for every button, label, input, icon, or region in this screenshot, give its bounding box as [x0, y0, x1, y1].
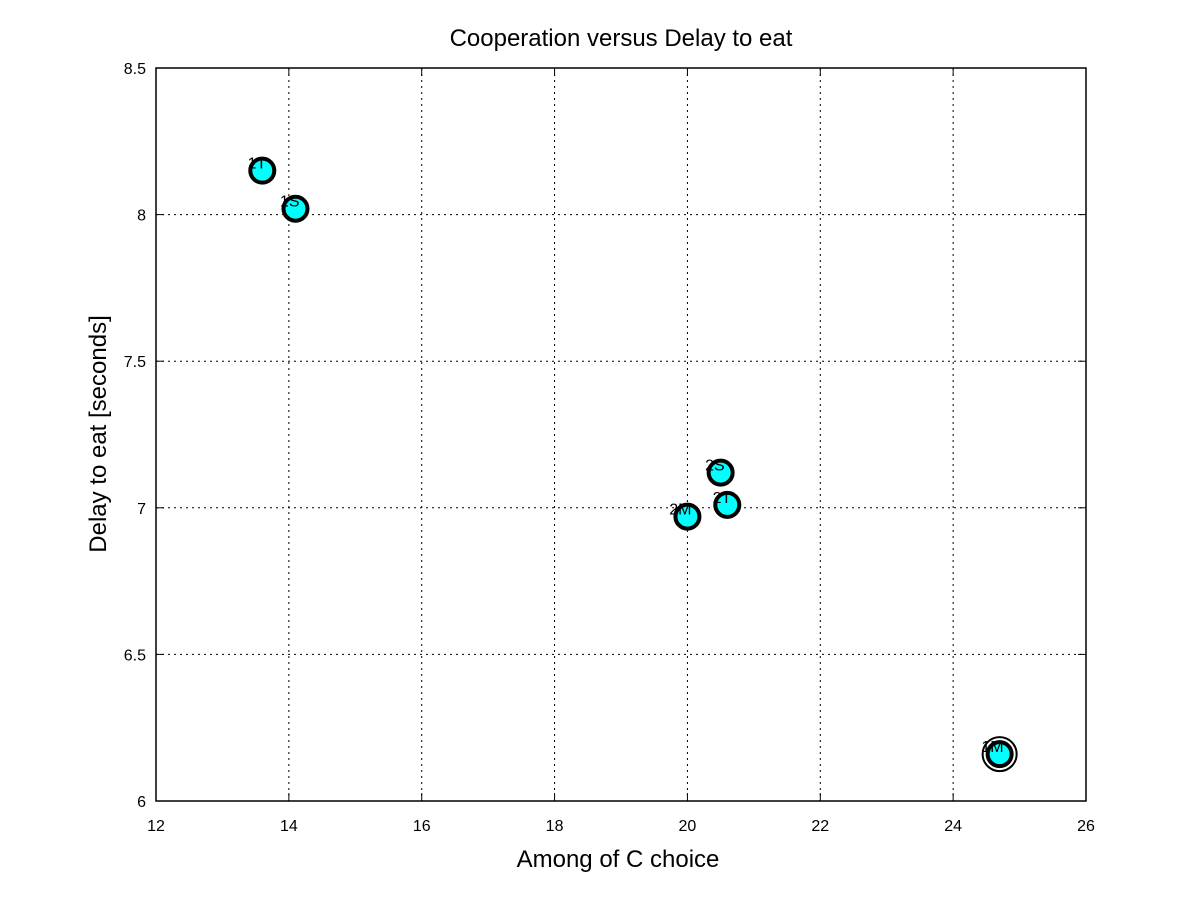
y-axis-label: Delay to eat [seconds] — [85, 315, 112, 552]
data-point-2m — [673, 502, 702, 531]
data-point-label: 1T — [248, 156, 267, 173]
x-tick-label: 24 — [944, 818, 962, 835]
y-tick-label: 6.5 — [124, 647, 146, 664]
axis-ticks: 12 14 16 18 20 22 24 26 6 6.5 7 7.5 8 8.5 — [124, 61, 1095, 835]
y-tick-label: 8 — [137, 208, 146, 225]
data-point-ring-1m — [981, 736, 1018, 773]
data-point-label: 2S — [705, 458, 725, 475]
x-axis-label: Among of C choice — [517, 846, 720, 873]
x-tick-label: 20 — [679, 818, 697, 835]
x-tick-label: 12 — [147, 818, 165, 835]
y-tick-label: 6 — [137, 794, 146, 811]
data-point-label: 1S — [280, 194, 300, 211]
x-tick-label: 26 — [1077, 818, 1095, 835]
x-tick-label: 16 — [413, 818, 431, 835]
data-point-label: 2M — [669, 502, 691, 519]
data-point-1m — [985, 740, 1014, 769]
x-tick-label: 18 — [546, 818, 564, 835]
grid — [156, 68, 1086, 801]
data-point-label: 1M — [981, 739, 1003, 756]
data-point-1t — [248, 156, 277, 185]
data-point-1s — [281, 194, 310, 223]
x-tick-label: 22 — [811, 818, 829, 835]
data-points: 1T 1S 2S 2T 2M 1M — [248, 156, 1018, 773]
data-point-2t — [713, 490, 742, 519]
data-point-2s — [706, 458, 735, 487]
y-tick-label: 7.5 — [124, 354, 146, 371]
y-tick-label: 8.5 — [124, 61, 146, 78]
y-tick-label: 7 — [137, 501, 146, 518]
chart-title: Cooperation versus Delay to eat — [450, 25, 793, 52]
data-point-label: 2T — [713, 490, 732, 507]
x-tick-label: 14 — [280, 818, 298, 835]
plot-area-frame — [155, 67, 1087, 802]
